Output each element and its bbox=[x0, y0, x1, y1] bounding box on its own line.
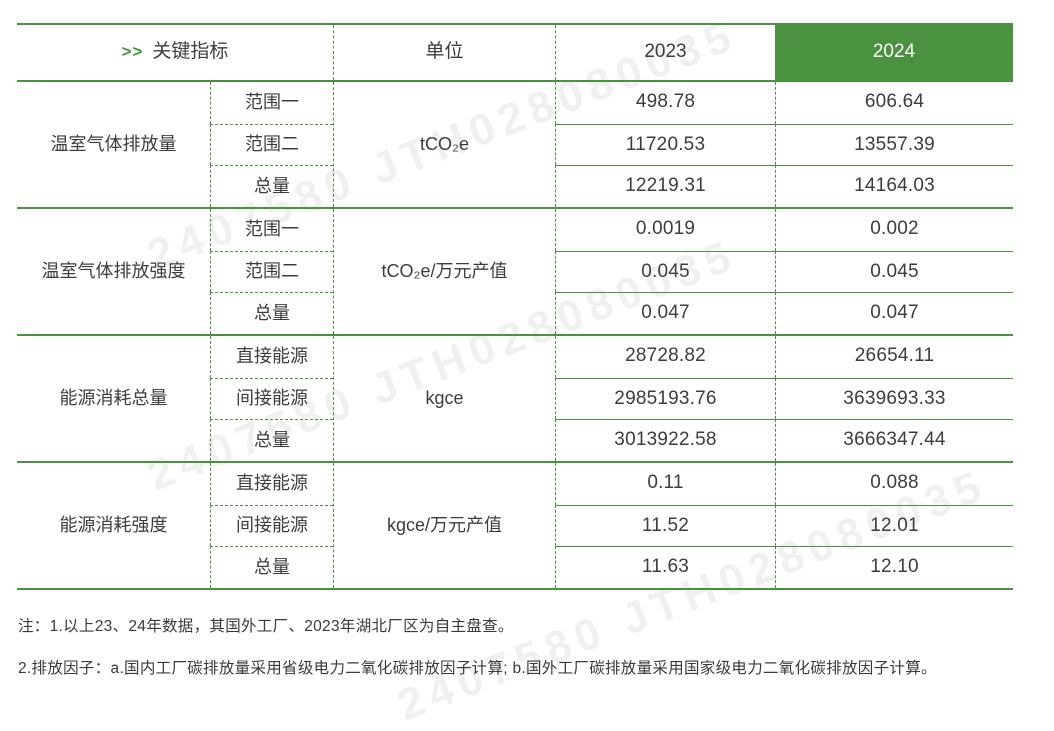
value-2024: 0.047 bbox=[775, 292, 1013, 334]
value-2023: 12219.31 bbox=[555, 165, 775, 207]
key-indicators-table: >> 关键指标 单位 2023 2024 温室气体排放量 范围一 范围二 总量 … bbox=[17, 23, 1013, 590]
group-unit: tCO₂e bbox=[333, 82, 555, 207]
row-label: 总量 bbox=[210, 165, 333, 207]
footnote-1: 注：1.以上23、24年数据，其国外工厂、2023年湖北厂区为自主盘查。 bbox=[18, 618, 514, 635]
value-2024: 3666347.44 bbox=[775, 419, 1013, 461]
header-2023-cell: 2023 bbox=[555, 25, 775, 80]
header-2024-cell: 2024 bbox=[775, 25, 1013, 80]
value-2024: 26654.11 bbox=[775, 336, 1013, 378]
table-group-ghg-intensity: 温室气体排放强度 范围一 范围二 总量 tCO₂e/万元产值 0.0019 0.… bbox=[17, 207, 1013, 334]
row-label: 范围一 bbox=[210, 209, 333, 251]
value-2024: 0.002 bbox=[775, 209, 1013, 251]
value-2024: 13557.39 bbox=[775, 123, 1013, 166]
table-group-ghg-emissions: 温室气体排放量 范围一 范围二 总量 tCO₂e 498.78 11720.53… bbox=[17, 82, 1013, 207]
value-2023: 0.047 bbox=[555, 292, 775, 334]
group-unit: kgce bbox=[333, 336, 555, 461]
group-name: 温室气体排放强度 bbox=[41, 260, 186, 281]
group-unit: tCO₂e/万元产值 bbox=[333, 209, 555, 334]
value-2024: 0.045 bbox=[775, 250, 1013, 293]
row-label: 总量 bbox=[210, 292, 333, 334]
value-2024: 0.088 bbox=[775, 463, 1013, 505]
row-label: 间接能源 bbox=[210, 377, 333, 420]
value-2023: 3013922.58 bbox=[555, 419, 775, 461]
group-name: 能源消耗强度 bbox=[59, 514, 168, 535]
value-2023: 2985193.76 bbox=[555, 377, 775, 420]
value-2023: 498.78 bbox=[555, 82, 775, 124]
group-unit: kgce/万元产值 bbox=[333, 463, 555, 588]
header-indicator-cell: >> 关键指标 bbox=[17, 25, 333, 80]
double-chevron-icon: >> bbox=[121, 42, 144, 62]
table-header-row: >> 关键指标 单位 2023 2024 bbox=[17, 23, 1013, 82]
table-group-energy-intensity: 能源消耗强度 直接能源 间接能源 总量 kgce/万元产值 0.11 11.52… bbox=[17, 461, 1013, 590]
row-label: 总量 bbox=[210, 546, 333, 588]
footnote-2: 2.排放因子：a.国内工厂碳排放量采用省级电力二氧化碳排放因子计算; b.国外工… bbox=[18, 660, 937, 677]
value-2023: 0.045 bbox=[555, 250, 775, 293]
header-indicator-label: 关键指标 bbox=[152, 41, 229, 63]
row-label: 范围二 bbox=[210, 123, 333, 166]
row-label: 直接能源 bbox=[210, 336, 333, 378]
value-2024: 606.64 bbox=[775, 82, 1013, 124]
value-2024: 12.10 bbox=[775, 546, 1013, 588]
row-label: 间接能源 bbox=[210, 504, 333, 547]
value-2023: 0.11 bbox=[555, 463, 775, 505]
table-group-energy-total: 能源消耗总量 直接能源 间接能源 总量 kgce 28728.82 298519… bbox=[17, 334, 1013, 461]
value-2024: 12.01 bbox=[775, 504, 1013, 547]
value-2024: 3639693.33 bbox=[775, 377, 1013, 420]
value-2024: 14164.03 bbox=[775, 165, 1013, 207]
header-unit-cell: 单位 bbox=[333, 25, 555, 80]
value-2023: 11720.53 bbox=[555, 123, 775, 166]
row-label: 总量 bbox=[210, 419, 333, 461]
group-name: 温室气体排放量 bbox=[50, 133, 177, 154]
footnotes: 注：1.以上23、24年数据，其国外工厂、2023年湖北厂区为自主盘查。 2.排… bbox=[18, 614, 1054, 678]
value-2023: 11.63 bbox=[555, 546, 775, 588]
value-2023: 0.0019 bbox=[555, 209, 775, 251]
row-label: 范围一 bbox=[210, 82, 333, 124]
value-2023: 11.52 bbox=[555, 504, 775, 547]
row-label: 直接能源 bbox=[210, 463, 333, 505]
group-name: 能源消耗总量 bbox=[59, 387, 168, 408]
value-2023: 28728.82 bbox=[555, 336, 775, 378]
row-label: 范围二 bbox=[210, 250, 333, 293]
